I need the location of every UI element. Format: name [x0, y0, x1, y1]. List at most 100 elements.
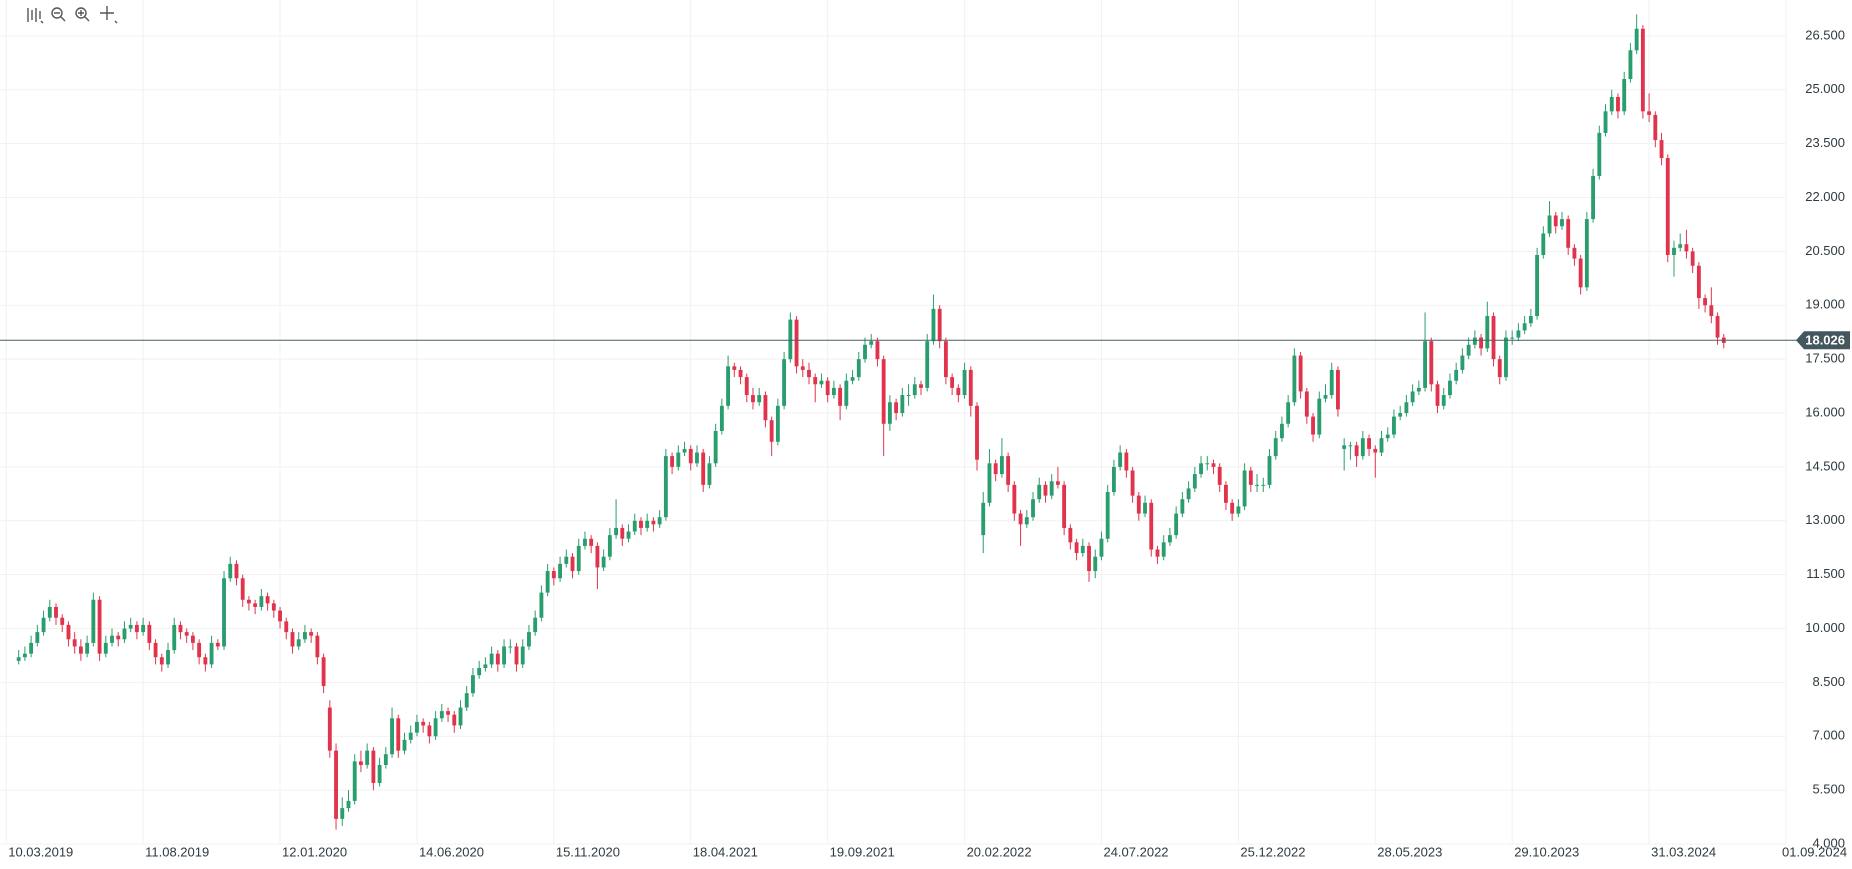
candle-body — [471, 675, 475, 694]
chart-type-button[interactable] — [27, 8, 44, 24]
candle-body — [1504, 337, 1508, 378]
candle-body — [688, 448, 693, 464]
last-price-tag — [1796, 331, 1850, 350]
candle-body — [91, 599, 96, 643]
candle-body — [1616, 96, 1620, 112]
candle-body — [1385, 434, 1390, 439]
candle-body — [1466, 344, 1471, 356]
candle-body — [607, 535, 612, 557]
candle-body — [1323, 395, 1328, 399]
candle-body — [1236, 506, 1241, 514]
candle-body — [1665, 158, 1670, 255]
candle-body — [1653, 114, 1658, 141]
candle-body — [1379, 438, 1384, 453]
candle-body — [601, 556, 606, 568]
x-tick-label: 28.05.2023 — [1377, 844, 1442, 859]
zoom-in-button[interactable] — [75, 7, 90, 22]
candle-body — [583, 538, 587, 546]
candle-body — [1062, 484, 1067, 528]
candle-body — [943, 341, 948, 378]
candle-body — [570, 556, 575, 572]
candle-body — [919, 384, 923, 388]
candle-body — [1472, 337, 1477, 345]
candle-body — [452, 714, 457, 726]
candle-body — [962, 369, 967, 396]
candle-body — [819, 380, 824, 385]
candle-body — [1678, 244, 1683, 248]
candle-body — [576, 545, 581, 572]
candle-body — [1180, 499, 1185, 514]
candle-body — [1603, 111, 1608, 133]
candle-body — [732, 366, 737, 370]
candle-body — [197, 642, 202, 658]
candle-body — [72, 639, 77, 647]
crosshair-button[interactable] — [100, 6, 118, 24]
candle-body — [856, 359, 861, 378]
candle-body — [1416, 387, 1421, 392]
candle-body — [29, 642, 34, 654]
candle-body — [1211, 463, 1216, 467]
candle-body — [533, 617, 538, 633]
candle-body — [719, 405, 724, 431]
candle-body — [110, 635, 114, 643]
candle-body — [1709, 305, 1714, 317]
candle-body — [794, 319, 799, 367]
candle-body — [502, 646, 506, 665]
candle-body — [676, 452, 681, 467]
candle-body — [887, 402, 892, 424]
candle-body — [831, 387, 836, 396]
candle-body — [1280, 423, 1284, 439]
candle-body — [1342, 445, 1347, 449]
x-tick-label: 19.09.2021 — [830, 844, 895, 859]
candle-body — [22, 653, 27, 658]
candle-body — [203, 657, 208, 665]
candle-body — [246, 599, 251, 604]
toolbar — [27, 6, 118, 24]
candle-body — [1429, 341, 1434, 385]
candle-body — [458, 707, 463, 726]
candle-body — [259, 596, 264, 607]
candle-body — [1454, 369, 1459, 381]
candle-body — [670, 456, 675, 467]
candle-body — [1703, 298, 1708, 306]
candle-body — [900, 395, 905, 414]
candle-body — [340, 808, 345, 819]
candle-body — [178, 624, 183, 633]
candle-body — [1354, 445, 1359, 457]
candle-body — [35, 632, 40, 643]
candle-body — [122, 628, 127, 640]
candle-body — [1167, 535, 1172, 543]
candle-body — [726, 366, 731, 406]
candle-body — [78, 646, 83, 654]
candle-body — [334, 750, 338, 819]
candle-body — [116, 635, 121, 640]
candle-body — [147, 624, 152, 643]
candle-body — [657, 517, 662, 525]
candle-body — [1143, 502, 1147, 514]
candle-body — [1286, 402, 1291, 424]
axes: 4.000 5.500 7.000 8.500 10.000 11.500 13.000 14… — [0, 27, 1850, 859]
candle-body — [1622, 79, 1627, 112]
candle-body — [869, 341, 874, 345]
candle-body — [153, 642, 158, 658]
candle-body — [632, 520, 637, 532]
candle-body — [1684, 244, 1689, 252]
candle-body — [508, 646, 513, 648]
candle-body — [54, 606, 58, 618]
candle-body — [85, 642, 90, 654]
candle-body — [1037, 484, 1042, 500]
candle-body — [302, 632, 307, 640]
candle-body — [215, 642, 220, 647]
zoom-out-button[interactable] — [51, 7, 66, 22]
candle-body — [1522, 323, 1527, 331]
candle-body — [228, 563, 233, 579]
x-tick-label: 10.03.2019 — [8, 844, 73, 859]
candle-body — [1360, 438, 1365, 457]
candle-body — [1217, 466, 1222, 485]
candle-body — [1248, 470, 1253, 485]
candle-body — [838, 387, 843, 406]
candle-body — [66, 624, 71, 640]
y-tick-label: 7.000 — [1812, 728, 1845, 743]
x-tick-label: 20.02.2022 — [967, 844, 1032, 859]
candle-body — [1566, 219, 1571, 248]
